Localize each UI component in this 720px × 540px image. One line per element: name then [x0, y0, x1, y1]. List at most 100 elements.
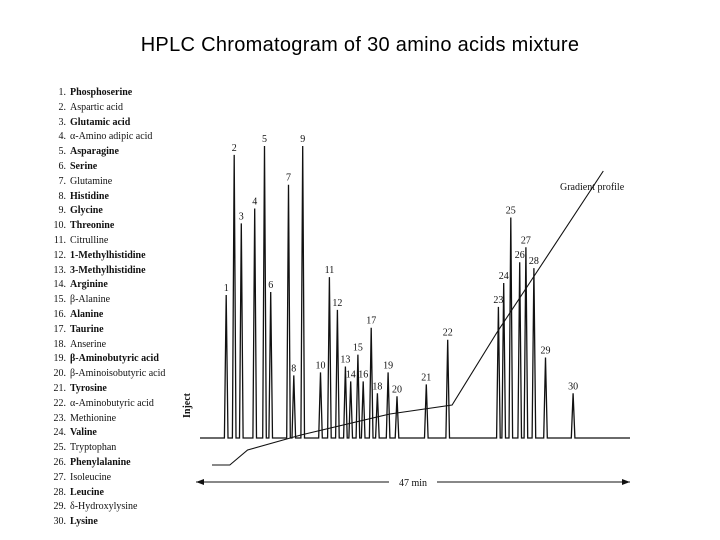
legend-item-number: 8.	[58, 190, 67, 202]
peak-label: 6	[268, 280, 273, 291]
legend-item-name: Tyrosine	[70, 382, 107, 394]
legend-item-number: 4.	[58, 131, 67, 143]
peak-label: 30	[568, 381, 578, 392]
peak-label: 23	[493, 295, 503, 306]
legend-item-number: 11.	[53, 234, 66, 246]
peak-label: 3	[239, 211, 244, 222]
peak-label: 18	[372, 381, 382, 392]
peak-label: 21	[421, 372, 431, 383]
legend-item: 19. β-Aminobutyric acid	[50, 352, 200, 367]
legend-item: 29. δ-Hydroxylysine	[50, 500, 200, 515]
legend-item: 6. Serine	[50, 160, 200, 175]
peak-label: 11	[325, 265, 335, 276]
legend-item-number: 25.	[53, 442, 67, 454]
legend-item-name: Glutamic acid	[70, 116, 131, 128]
peak-label: 28	[529, 256, 539, 267]
legend-item: 1. Phosphoserine	[50, 86, 200, 101]
legend-item: 25. Tryptophan	[50, 441, 200, 456]
gradient-profile-label: Gradient profile	[560, 182, 625, 193]
legend-item-number: 13.	[53, 264, 67, 276]
legend-item: 28. Leucine	[50, 486, 200, 501]
legend-item-number: 24.	[53, 427, 67, 439]
legend-item-name: Phenylalanine	[70, 456, 131, 468]
legend-item: 5. Asparagine	[50, 145, 200, 160]
legend-item-name: Phosphoserine	[70, 87, 133, 98]
legend-item: 23. Methionine	[50, 412, 200, 427]
legend-item: 24. Valine	[50, 426, 200, 441]
legend-item: 7. Glutamine	[50, 175, 200, 190]
legend-item: 4. α-Amino adipic acid	[50, 130, 200, 145]
legend-item-number: 18.	[53, 338, 67, 350]
legend-item-name: Taurine	[70, 323, 104, 335]
legend-item-name: Serine	[70, 160, 98, 172]
peak-label: 24	[499, 271, 509, 282]
peak-label: 20	[392, 384, 402, 395]
peak-label: 15	[353, 343, 363, 354]
legend-item-number: 14.	[53, 279, 67, 291]
legend-item-number: 7.	[58, 175, 67, 187]
peak-label: 27	[521, 235, 531, 246]
legend-item-name: Threonine	[70, 220, 115, 232]
legend-item-name: Glycine	[70, 205, 103, 217]
legend-item: 20. β-Aminoisobutyric acid	[50, 367, 200, 382]
legend-item-name: Aspartic acid	[70, 101, 124, 113]
legend-item: 2. Aspartic acid	[50, 101, 200, 116]
legend-item-number: 15.	[53, 294, 67, 306]
legend-item: 11. Citrulline	[50, 234, 200, 249]
legend-item-name: Citrulline	[70, 234, 109, 246]
legend-item-name: Lysine	[70, 516, 98, 528]
legend-item-number: 21.	[53, 382, 67, 394]
peak-label: 10	[316, 360, 326, 371]
legend-item: 17. Taurine	[50, 323, 200, 338]
legend-item: 15. β-Alanine	[50, 293, 200, 308]
legend-item: 16. Alanine	[50, 308, 200, 323]
peak-label: 5	[262, 134, 267, 145]
legend-item-name: Valine	[70, 427, 97, 439]
legend-item: 22. α-Aminobutyric acid	[50, 397, 200, 412]
legend-item: 14. Arginine	[50, 278, 200, 293]
legend-item-name: Methionine	[70, 412, 117, 424]
peak-label: 9	[300, 134, 305, 145]
legend-item-number: 23.	[53, 412, 67, 424]
legend-item-number: 27.	[53, 471, 67, 483]
legend-item: 9. Glycine	[50, 204, 200, 219]
chromatogram-trace	[200, 145, 630, 439]
legend-item-name: 3-Methylhistidine	[70, 264, 146, 276]
legend-item-number: 2.	[58, 101, 67, 113]
legend-item-number: 16.	[53, 308, 67, 320]
peak-label: 12	[332, 298, 342, 309]
legend-item-number: 3.	[58, 116, 67, 128]
peak-label: 19	[383, 360, 393, 371]
chart-title: HPLC Chromatogram of 30 amino acids mixt…	[140, 34, 580, 56]
peak-label: 29	[541, 346, 551, 357]
legend-item-name: Alanine	[70, 308, 104, 320]
legend-item: 18. Anserine	[50, 338, 200, 353]
legend-item-number: 9.	[58, 205, 67, 217]
time-span-label: 47 min	[399, 478, 427, 489]
legend-item: 26. Phenylalanine	[50, 456, 200, 471]
legend-item-number: 22.	[53, 397, 67, 409]
legend-item-number: 6.	[58, 160, 67, 172]
legend-item: 8. Histidine	[50, 190, 200, 205]
legend-item: 12. 1-Methylhistidine	[50, 249, 200, 264]
peak-label: 2	[232, 143, 237, 154]
legend-item-number: 17.	[53, 323, 67, 335]
legend-item-name: β-Aminobutyric acid	[70, 353, 159, 365]
legend-item-name: α-Amino adipic acid	[70, 131, 153, 143]
legend-item-number: 10.	[53, 220, 67, 232]
legend-item-name: Histidine	[70, 190, 109, 202]
legend-item-name: 1-Methylhistidine	[70, 249, 146, 261]
peak-label: 1	[224, 283, 229, 294]
legend-item-number: 29.	[53, 501, 67, 513]
legend-item-number: 12.	[53, 249, 67, 261]
legend-item-name: Anserine	[70, 338, 107, 350]
legend-item-number: 19.	[53, 353, 67, 365]
peak-label: 13	[340, 355, 350, 366]
legend-item: 30. Lysine	[50, 515, 200, 530]
legend-item: 10. Threonine	[50, 219, 200, 234]
peak-label: 17	[366, 316, 376, 327]
inject-label: Inject	[182, 392, 193, 418]
peak-label: 22	[443, 328, 453, 339]
legend-item-name: Asparagine	[70, 146, 119, 158]
